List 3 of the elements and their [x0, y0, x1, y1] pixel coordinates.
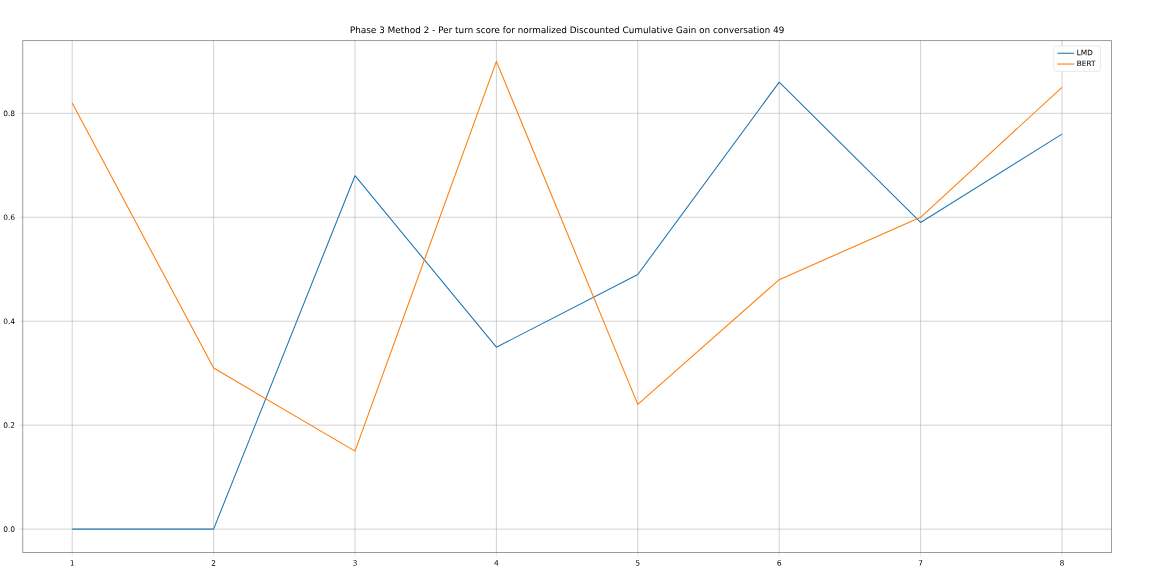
line-series	[71, 81, 1063, 530]
line-series	[71, 60, 1063, 452]
chart-title: Phase 3 Method 2 - Per turn score for normalized Discounted Cumulative Gain on conversation 49	[350, 26, 784, 34]
